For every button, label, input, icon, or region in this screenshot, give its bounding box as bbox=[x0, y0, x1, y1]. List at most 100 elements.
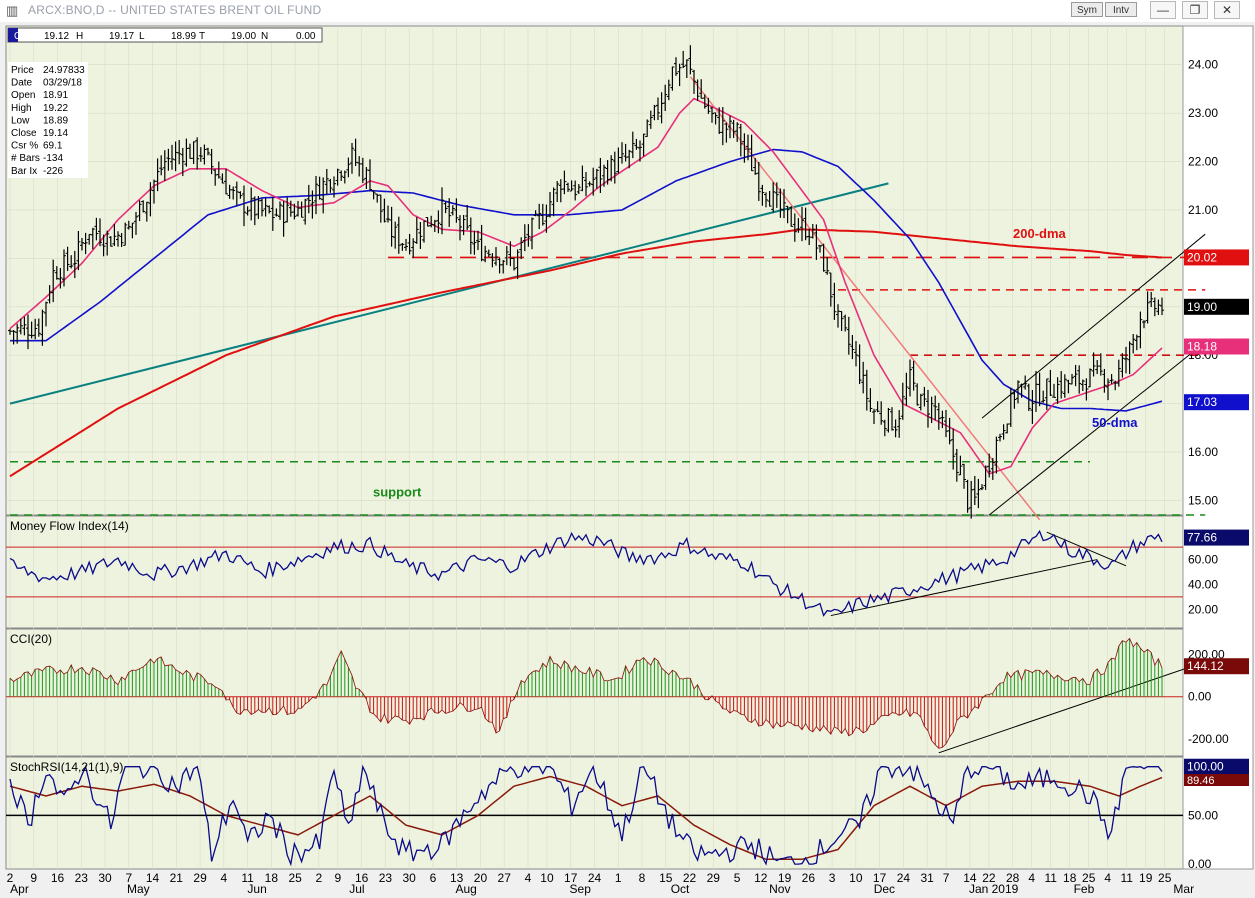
x-tick-label: 16 bbox=[51, 871, 65, 885]
price-y-tick: 22.00 bbox=[1188, 155, 1218, 169]
ohlc-low: 18.99 bbox=[171, 31, 196, 42]
ohlc-bar bbox=[879, 401, 884, 425]
ohlc-bar bbox=[789, 206, 794, 227]
ohlc-bar bbox=[1160, 297, 1164, 316]
ohlc-bar bbox=[1023, 375, 1028, 390]
ohlc-bar bbox=[825, 257, 830, 275]
ohlc-h-label: H bbox=[76, 31, 83, 42]
ohlc-bar bbox=[342, 170, 347, 184]
ohlc-bar bbox=[155, 158, 160, 192]
ohlc-bar bbox=[692, 69, 696, 94]
x-tick-label: 21 bbox=[170, 871, 184, 885]
ohlc-bar bbox=[760, 184, 765, 206]
x-tick-label: 31 bbox=[920, 871, 934, 885]
ohlc-bar bbox=[306, 184, 311, 214]
ohlc-bar bbox=[1077, 365, 1082, 394]
ohlc-bar bbox=[72, 250, 77, 279]
ohlc-bar bbox=[263, 198, 268, 217]
ohlc-bar bbox=[360, 157, 365, 184]
ohlc-bar bbox=[890, 407, 894, 431]
info-box-value: 03/29/18 bbox=[43, 78, 82, 89]
info-box-value: 24.97833 bbox=[43, 65, 85, 76]
info-box-value: 69.1 bbox=[43, 141, 63, 152]
info-box-label: Low bbox=[11, 115, 30, 126]
ohlc-readout: O 19.12 H 19.17 L 18.99 T 19.00 N 0.00 bbox=[7, 27, 323, 43]
ma50-line bbox=[10, 148, 1163, 412]
info-box-label: Price bbox=[11, 65, 34, 76]
ohlc-bar bbox=[724, 122, 729, 143]
ohlc-bar bbox=[915, 383, 920, 406]
info-box-value: 19.22 bbox=[43, 103, 68, 114]
close-button[interactable]: ✕ bbox=[1214, 1, 1240, 19]
ohlc-bar bbox=[1070, 373, 1074, 385]
x-tick-label: 4 bbox=[525, 871, 532, 885]
mfi-title: Money Flow Index(14) bbox=[10, 519, 129, 533]
ohlc-bar bbox=[893, 419, 898, 438]
ohlc-bar bbox=[756, 161, 761, 201]
info-box-label: Close bbox=[11, 128, 37, 139]
x-month-label: Oct bbox=[671, 882, 690, 896]
ohlc-bar bbox=[292, 203, 297, 220]
ohlc-bar bbox=[688, 45, 693, 75]
x-tick-label: 20 bbox=[474, 871, 488, 885]
ohlc-bar bbox=[684, 59, 689, 78]
ohlc-bar bbox=[551, 187, 556, 217]
mfi-line bbox=[9, 529, 1163, 617]
ohlc-bar bbox=[303, 198, 308, 225]
x-tick-label: 14 bbox=[146, 871, 160, 885]
ohlc-bar bbox=[51, 259, 56, 303]
ohlc-bar bbox=[857, 344, 862, 385]
symbol-button[interactable]: Sym bbox=[1071, 2, 1103, 17]
ohlc-bar bbox=[774, 182, 779, 208]
restore-button[interactable]: ❐ bbox=[1182, 1, 1208, 19]
ohlc-bar bbox=[1012, 389, 1017, 409]
ohlc-bar bbox=[767, 191, 772, 207]
ohlc-bar bbox=[1120, 353, 1125, 378]
ohlc-bar bbox=[450, 205, 455, 216]
ohlc-bar bbox=[519, 237, 524, 260]
ohlc-bar bbox=[555, 181, 560, 203]
ohlc-bar bbox=[1026, 383, 1031, 412]
ohlc-bar bbox=[976, 478, 981, 509]
ohlc-bar bbox=[1091, 352, 1096, 377]
cci-value-tag bbox=[1184, 658, 1249, 675]
x-tick-label: 27 bbox=[498, 871, 512, 885]
ohlc-bar bbox=[533, 210, 538, 217]
ma200-line bbox=[9, 228, 1163, 478]
x-tick-label: 10 bbox=[540, 871, 554, 885]
ohlc-bar bbox=[159, 155, 164, 176]
minimize-button[interactable]: — bbox=[1150, 1, 1176, 19]
ohlc-bar bbox=[1102, 368, 1107, 393]
ohlc-bar bbox=[234, 181, 239, 206]
ohlc-bar bbox=[587, 181, 592, 187]
x-tick-label: 7 bbox=[943, 871, 950, 885]
interval-button[interactable]: Intv bbox=[1105, 2, 1137, 17]
x-tick-label: 13 bbox=[450, 871, 464, 885]
ohlc-bar bbox=[627, 149, 632, 169]
ohlc-bar bbox=[1152, 297, 1157, 317]
x-tick-label: 10 bbox=[849, 871, 863, 885]
trendline bbox=[689, 76, 1041, 521]
cci-value-label: 144.12 bbox=[1187, 659, 1224, 673]
ohlc-bar bbox=[231, 186, 236, 200]
ohlc-bar bbox=[18, 318, 23, 335]
x-tick-label: 14 bbox=[963, 871, 977, 885]
x-tick-label: 4 bbox=[1104, 871, 1111, 885]
ohlc-bar bbox=[224, 168, 228, 195]
ohlc-bar bbox=[720, 107, 725, 146]
ohlc-bar bbox=[638, 140, 642, 162]
x-month-label: Mar bbox=[1173, 882, 1194, 896]
ohlc-bar bbox=[972, 475, 977, 506]
ohlc-bar bbox=[144, 201, 149, 222]
ohlc-last: 19.00 bbox=[231, 31, 256, 42]
ohlc-bar bbox=[220, 173, 225, 184]
x-tick-label: 24 bbox=[897, 871, 911, 885]
ohlc-bar bbox=[418, 222, 423, 249]
ohlc-bar bbox=[335, 168, 340, 186]
x-tick-label: 25 bbox=[1082, 871, 1096, 885]
price-y-tick: 16.00 bbox=[1188, 445, 1218, 459]
ohlc-bar bbox=[702, 94, 707, 109]
ohlc-bar bbox=[843, 314, 848, 332]
x-tick-label: 11 bbox=[241, 871, 254, 885]
x-tick-label: 11 bbox=[1120, 871, 1133, 885]
